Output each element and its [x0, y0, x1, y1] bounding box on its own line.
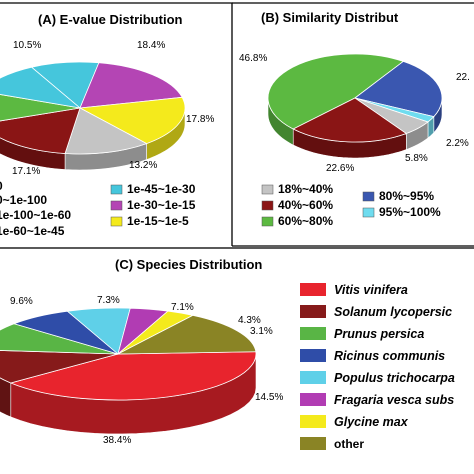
- similarity-legend: 18%~40% 40%~60% 60%~80% 80%~95% 95%~100%: [261, 182, 441, 228]
- species-label-7-1: 7.1%: [171, 302, 194, 313]
- evalue-legend-30-15: 1e-30~1e-15: [127, 198, 196, 212]
- species-legend-swatch-other: [300, 437, 326, 450]
- evalue-slice-1: [79, 62, 183, 109]
- species-legend-glycine: Glycine max: [334, 415, 409, 429]
- evalue-legend-15-5: 1e-15~1e-5: [127, 214, 189, 228]
- similarity-legend-swatch-80-95: [362, 191, 375, 202]
- evalue-legend-swatch-30-15: [110, 200, 123, 211]
- evalue-legend: 0 0~1e-100 1e-100~1e-60 1e-60~1e-45 1e-4…: [0, 179, 196, 238]
- evalue-label-13-2: 13.2%: [129, 160, 157, 171]
- species-legend-ricinus: Ricinus communis: [334, 349, 445, 363]
- similarity-title: (B) Similarity Distribut: [261, 10, 399, 25]
- species-label-7-3: 7.3%: [97, 295, 120, 306]
- species-legend-swatch-fragaria: [300, 393, 326, 406]
- evalue-legend-0: 0: [0, 179, 3, 193]
- evalue-legend-60-45: 1e-60~1e-45: [0, 224, 65, 238]
- evalue-legend-45-30: 1e-45~1e-30: [127, 182, 196, 196]
- evalue-slice-5: [0, 94, 81, 122]
- species-slice-0: [9, 351, 257, 401]
- similarity-label-22-6: 22.6%: [326, 163, 354, 174]
- evalue-label-17-1: 17.1%: [12, 166, 40, 177]
- evalue-label-18-4: 18.4%: [137, 40, 165, 51]
- similarity-label-5-8: 5.8%: [405, 153, 428, 164]
- evalue-label-10-5: 10.5%: [13, 40, 41, 51]
- species-legend-solanum: Solanum lycopersic: [334, 305, 452, 319]
- species-slice-7: [117, 314, 257, 355]
- species-legend-swatch-ricinus: [300, 349, 326, 362]
- species-slice-2: [0, 323, 119, 355]
- species-slice-side-1: [0, 377, 12, 418]
- species-legend-fragaria: Fragaria vesca subs: [334, 393, 454, 407]
- species-legend-swatch-prunus: [300, 327, 326, 340]
- evalue-legend-100-60: 1e-100~1e-60: [0, 208, 71, 222]
- species-slice-1: [0, 350, 119, 384]
- similarity-legend-95-100: 95%~100%: [379, 205, 441, 219]
- similarity-legend-60-80: 60%~80%: [278, 214, 333, 228]
- species-label-14-5: 14.5%: [255, 392, 283, 403]
- similarity-label-46-8: 46.8%: [239, 53, 267, 64]
- species-title: (C) Species Distribution: [115, 257, 262, 272]
- species-legend-swatch-populus: [300, 371, 326, 384]
- evalue-legend-swatch-15-5: [110, 216, 123, 227]
- species-legend-other: other: [334, 437, 364, 451]
- similarity-legend-80-95: 80%~95%: [379, 189, 434, 203]
- evalue-slice-4: [0, 107, 81, 154]
- similarity-legend-swatch-40-60: [261, 200, 274, 211]
- species-label-9-6: 9.6%: [10, 296, 33, 307]
- evalue-slice-6: [0, 66, 82, 109]
- evalue-slice-0: [30, 61, 100, 109]
- species-legend: Vitis vinifera Solanum lycopersic Prunus…: [300, 283, 455, 451]
- similarity-label-22-7: 22.: [456, 72, 470, 83]
- species-legend-populus: Populus trichocarpa: [334, 371, 455, 385]
- evalue-title: (A) E-value Distribution: [38, 12, 183, 27]
- panel-c-frame: [0, 247, 474, 249]
- evalue-legend-swatch-45-30: [110, 184, 123, 195]
- similarity-legend-swatch-18-40: [261, 184, 274, 195]
- panel-b-frame: [232, 2, 474, 247]
- similarity-legend-40-60: 40%~60%: [278, 198, 333, 212]
- similarity-legend-swatch-95-100: [362, 207, 375, 218]
- similarity-legend-18-40: 18%~40%: [278, 182, 333, 196]
- evalue-legend-0-100: 0~1e-100: [0, 193, 47, 207]
- species-label-3-1: 3.1%: [250, 326, 273, 337]
- similarity-legend-swatch-60-80: [261, 216, 274, 227]
- similarity-slice-4: [292, 97, 408, 143]
- species-legend-swatch-glycine: [300, 415, 326, 428]
- evalue-slice-2: [78, 96, 186, 145]
- species-legend-swatch-solanum: [300, 305, 326, 318]
- species-legend-vitis: Vitis vinifera: [334, 283, 408, 297]
- species-label-38-4: 38.4%: [103, 435, 131, 446]
- species-legend-prunus: Prunus persica: [334, 327, 424, 341]
- species-pie: [0, 307, 257, 435]
- evalue-label-17-8: 17.8%: [186, 114, 214, 125]
- similarity-slice-0: [267, 53, 405, 130]
- species-label-4-3: 4.3%: [238, 315, 261, 326]
- species-legend-swatch-vitis: [300, 283, 326, 296]
- evalue-pie: [0, 61, 186, 171]
- evalue-slice-3: [64, 107, 148, 155]
- similarity-pie: [267, 53, 443, 159]
- similarity-label-2-2: 2.2%: [446, 138, 469, 149]
